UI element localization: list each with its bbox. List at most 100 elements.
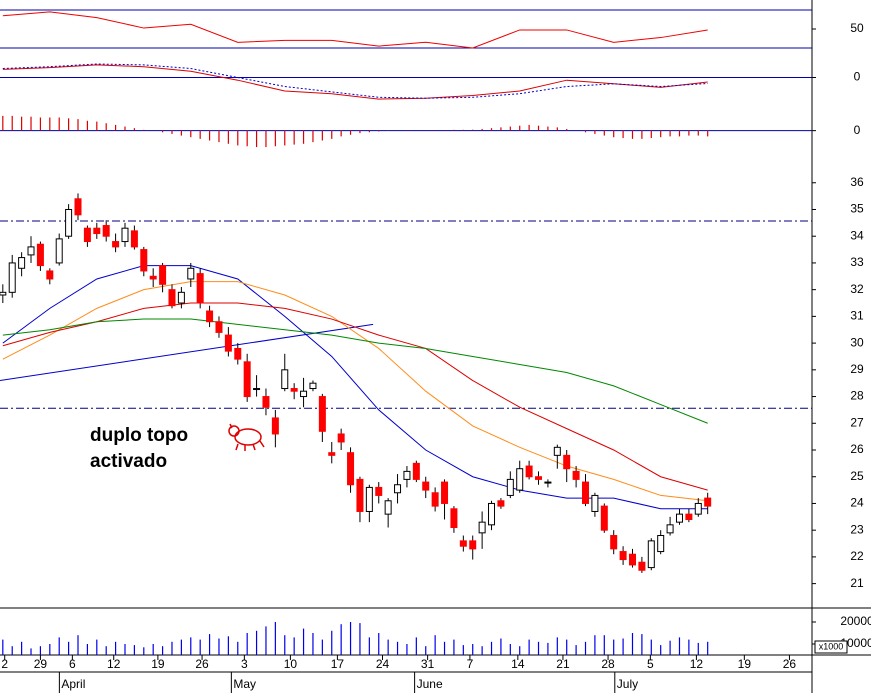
- line-series: [2, 63, 708, 99]
- bear-legs: [229, 423, 265, 451]
- unit-label: x1000: [819, 641, 844, 651]
- candle-body: [647, 540, 655, 569]
- x-tick-label: 2: [1, 657, 8, 671]
- candle-body: [8, 262, 16, 293]
- y-tick-label: 20000: [840, 614, 871, 628]
- candle-body: [544, 481, 552, 484]
- candle-body: [488, 502, 496, 526]
- candle-body: [591, 494, 599, 512]
- candle-body: [337, 433, 345, 443]
- line-series: [2, 11, 708, 49]
- y-tick-label: 50: [850, 21, 864, 35]
- x-tick-label: 26: [195, 657, 209, 671]
- candle-body: [431, 492, 439, 507]
- candle-body: [83, 227, 91, 243]
- x-tick-label: 24: [376, 657, 390, 671]
- y-tick-label: 31: [850, 309, 864, 323]
- x-tick-label: 17: [331, 657, 345, 671]
- candle-body: [450, 508, 458, 528]
- candle-body: [46, 270, 54, 280]
- x-tick-label: 19: [738, 657, 752, 671]
- candle-body: [394, 484, 402, 494]
- candle-body: [36, 243, 44, 267]
- candle-body: [553, 446, 561, 456]
- candle-body: [149, 275, 157, 280]
- candle-body: [506, 478, 514, 496]
- candle-body: [234, 347, 242, 360]
- bear-body: [234, 428, 262, 446]
- y-tick-label: 35: [850, 202, 864, 216]
- y-tick-label: 30: [850, 335, 864, 349]
- candle-body: [300, 390, 308, 398]
- candle-body: [600, 505, 608, 531]
- candle-body: [525, 465, 533, 478]
- candle-body: [253, 388, 261, 391]
- unit-box: [814, 640, 848, 654]
- x-tick-label: 10: [284, 657, 298, 671]
- candle-body: [422, 481, 430, 491]
- candle-body: [535, 476, 543, 480]
- candle-body: [497, 500, 505, 507]
- candle-body: [309, 382, 317, 390]
- line-series: [2, 281, 708, 502]
- candle-body: [262, 396, 270, 408]
- candle-body: [290, 388, 298, 392]
- y-tick-label: 0: [854, 123, 861, 137]
- y-tick-label: 33: [850, 255, 864, 269]
- candle-body: [572, 470, 580, 480]
- y-tick-label: 34: [850, 228, 864, 242]
- x-tick-label: 12: [690, 657, 704, 671]
- month-label: July: [617, 677, 638, 691]
- candle-body: [159, 265, 167, 285]
- candle-body: [628, 553, 636, 566]
- candle-body: [610, 535, 618, 550]
- annotation: duplo topo: [90, 425, 188, 446]
- candle-body: [704, 497, 712, 507]
- x-tick-label: 14: [511, 657, 525, 671]
- y-tick-label: 24: [850, 496, 864, 510]
- line-series: [2, 318, 708, 424]
- candle-body: [196, 273, 204, 304]
- line-series: [2, 265, 708, 510]
- x-tick-label: 29: [34, 657, 48, 671]
- candle-body: [384, 500, 392, 515]
- candle-body: [412, 462, 420, 480]
- candle-body: [55, 238, 63, 264]
- y-tick-label: 28: [850, 389, 864, 403]
- x-tick-label: 7: [467, 657, 474, 671]
- candle-body: [177, 291, 185, 304]
- candle-body: [187, 267, 195, 280]
- candle-body: [121, 227, 129, 243]
- y-tick-label: 0: [854, 70, 861, 84]
- candle-body: [18, 257, 26, 269]
- x-tick-label: 19: [151, 657, 165, 671]
- y-tick-label: 25: [850, 469, 864, 483]
- candle-body: [102, 225, 110, 237]
- candle-body: [206, 310, 214, 323]
- candle-body: [694, 502, 702, 515]
- candle-body: [563, 454, 571, 470]
- candle-body: [403, 470, 411, 480]
- candle-body: [347, 452, 355, 486]
- candle-body: [657, 535, 665, 553]
- candle-body: [638, 561, 646, 571]
- candle-body: [478, 521, 486, 534]
- candle-body: [318, 396, 326, 432]
- x-tick-label: 5: [647, 657, 654, 671]
- month-label: May: [233, 677, 256, 691]
- y-tick-label: 21: [850, 576, 864, 590]
- y-tick-label: 10000: [840, 636, 871, 650]
- candle-body: [328, 452, 336, 456]
- candle-body: [619, 551, 627, 561]
- candle-body: [168, 289, 176, 307]
- candle-body: [281, 369, 289, 390]
- candle-body: [27, 246, 35, 256]
- candle-body: [93, 227, 101, 235]
- candle-body: [356, 478, 364, 512]
- candle-body: [666, 524, 674, 534]
- y-tick-label: 22: [850, 549, 864, 563]
- y-tick-label: 23: [850, 522, 864, 536]
- y-tick-label: 32: [850, 282, 864, 296]
